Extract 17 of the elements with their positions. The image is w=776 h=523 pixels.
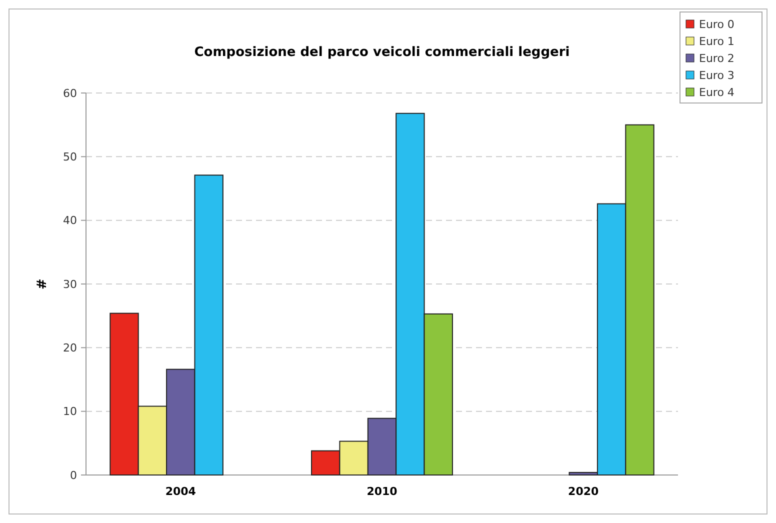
x-tick-label: 2010 (366, 485, 398, 498)
y-tick-label: 60 (63, 86, 77, 100)
legend-label: Euro 4 (699, 86, 734, 99)
legend-label: Euro 3 (699, 68, 734, 82)
y-tick-label: 30 (63, 278, 77, 291)
y-tick-label: 0 (70, 468, 77, 482)
y-tick-label: 10 (63, 405, 77, 418)
y-axis-title: # (35, 278, 50, 290)
chart-title: Composizione del parco veicoli commerciali leggeri (194, 45, 570, 60)
y-tick-label: 50 (63, 150, 77, 164)
legend-label: Euro 0 (699, 18, 734, 31)
x-tick-label: 2004 (165, 485, 196, 498)
y-tick-label: 20 (63, 342, 77, 355)
legend-label: Euro 2 (699, 52, 734, 65)
y-tick-label: 40 (63, 214, 77, 228)
legend-label: Euro 1 (699, 34, 734, 48)
x-tick-label: 2020 (568, 485, 600, 498)
